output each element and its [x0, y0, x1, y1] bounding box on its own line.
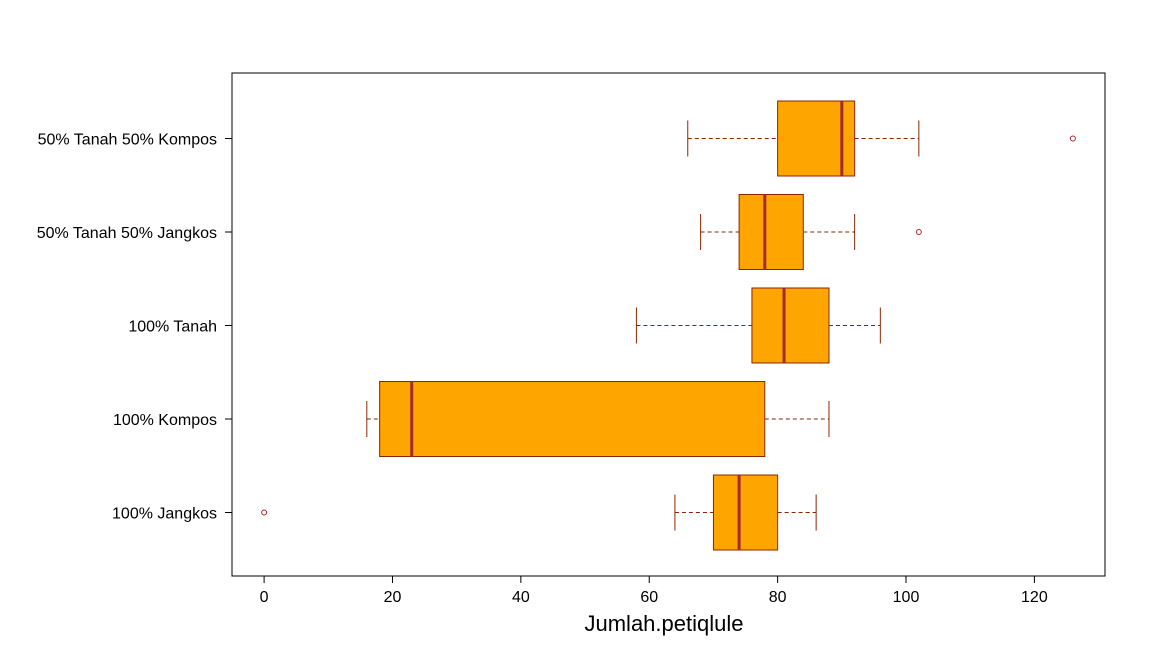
outlier-point: [915, 229, 922, 235]
box-group-4: [700, 194, 922, 270]
x-tick-label: 40: [512, 589, 530, 606]
y-axis: 100% Jangkos 100% Kompos 100% Tanah 50% Tan…: [37, 132, 233, 523]
x-tick-label: 20: [384, 589, 402, 606]
x-axis: 0 20 40 60 80 100 120: [260, 575, 1048, 606]
box-group-3: [635, 287, 881, 364]
x-tick-label: 0: [260, 589, 269, 606]
x-tick-label: 60: [640, 589, 658, 606]
outlier-point: [1069, 135, 1076, 142]
box-group-5: [687, 100, 1076, 177]
y-category-label: 100% Kompos: [113, 412, 217, 429]
box-group-2: [366, 381, 830, 457]
outlier-point: [261, 509, 268, 516]
box-iqr: [712, 474, 779, 551]
x-tick-label: 100: [893, 589, 920, 606]
y-category-label: 100% Tanah: [128, 319, 217, 336]
boxes-layer: [261, 100, 1076, 551]
x-tick-label: 120: [1021, 589, 1048, 606]
y-category-label: 100% Jangkos: [112, 506, 217, 523]
y-category-label: 50% Tanah 50% Jangkos: [37, 225, 217, 242]
x-tick-label: 80: [769, 589, 787, 606]
box-group-1: [261, 474, 817, 551]
y-category-label: 50% Tanah 50% Kompos: [38, 132, 217, 149]
box-iqr: [738, 194, 804, 270]
x-axis-title: Jumlah.petiqlule: [585, 611, 744, 636]
box-iqr: [751, 287, 830, 364]
plot-frame: [231, 72, 1106, 577]
box-iqr: [379, 381, 766, 457]
